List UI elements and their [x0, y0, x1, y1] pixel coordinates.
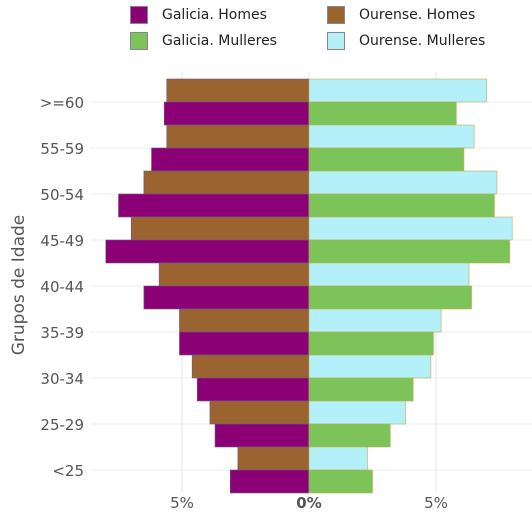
bars: [105, 78, 513, 494]
y-tick-label: 50-54: [40, 186, 84, 204]
bar-galicia-mulleres-6[interactable]: [308, 377, 414, 402]
bar-galicia-mulleres-8[interactable]: [308, 469, 373, 494]
legend-label: Ourense. Mulleres: [359, 33, 486, 49]
bar-ourense-homes-4[interactable]: [158, 262, 310, 287]
legend-label: Ourense. Homes: [359, 7, 476, 23]
legend: Galicia. Homes Ourense. Homes Galicia. M…: [0, 4, 532, 54]
y-tick-label: 40-44: [40, 278, 84, 296]
bar-ourense-homes-8[interactable]: [237, 446, 310, 471]
bar-ourense-mulleres-2[interactable]: [308, 170, 498, 195]
bar-galicia-mulleres-4[interactable]: [308, 285, 472, 310]
bar-ourense-homes-6[interactable]: [191, 354, 310, 379]
y-tick-label: >=60: [40, 94, 84, 112]
x-tick-label: 0%: [296, 494, 321, 512]
bar-galicia-homes-8[interactable]: [229, 469, 310, 494]
bar-ourense-homes-5[interactable]: [179, 308, 310, 333]
bar-galicia-mulleres-1[interactable]: [308, 147, 465, 172]
y-tick-label: 25-29: [40, 416, 84, 434]
legend-swatch: [327, 6, 345, 24]
bar-ourense-homes-1[interactable]: [166, 124, 310, 149]
bar-galicia-homes-2[interactable]: [118, 193, 310, 218]
bar-galicia-mulleres-2[interactable]: [308, 193, 495, 218]
legend-label: Galicia. Homes: [162, 7, 267, 23]
bar-ourense-mulleres-8[interactable]: [308, 446, 368, 471]
y-tick-label: 35-39: [40, 324, 84, 342]
legend-swatch: [130, 32, 148, 50]
bar-ourense-mulleres-3[interactable]: [308, 216, 513, 241]
bar-ourense-mulleres-5[interactable]: [308, 308, 442, 333]
legend-swatch: [130, 6, 148, 24]
bar-galicia-homes-0[interactable]: [163, 101, 310, 126]
bar-galicia-mulleres-0[interactable]: [308, 101, 457, 126]
y-tick-label: 55-59: [40, 140, 84, 158]
bar-ourense-mulleres-6[interactable]: [308, 354, 432, 379]
x-tick-label: 5%: [424, 494, 448, 512]
bar-ourense-mulleres-4[interactable]: [308, 262, 470, 287]
x-tick-labels: 5% 0% 5%: [170, 494, 448, 512]
bar-ourense-mulleres-7[interactable]: [308, 400, 406, 425]
bar-ourense-mulleres-1[interactable]: [308, 124, 475, 149]
bar-galicia-mulleres-7[interactable]: [308, 423, 391, 448]
x-tick-label: 5%: [170, 494, 194, 512]
y-tick-labels: >=60 55-59 50-54 45-49 40-44 35-39 30-34 25-29 <…: [40, 94, 84, 480]
bar-galicia-homes-7[interactable]: [214, 423, 310, 448]
bar-galicia-homes-4[interactable]: [143, 285, 310, 310]
legend-item-ourense-homes[interactable]: Ourense. Homes: [327, 6, 475, 24]
bar-galicia-homes-6[interactable]: [196, 377, 310, 402]
legend-item-ourense-mulleres[interactable]: Ourense. Mulleres: [327, 32, 485, 50]
bar-galicia-homes-5[interactable]: [179, 331, 310, 356]
y-tick-label: 30-34: [40, 370, 84, 388]
bar-ourense-homes-3[interactable]: [130, 216, 310, 241]
bar-galicia-homes-1[interactable]: [151, 147, 310, 172]
bar-ourense-mulleres-0[interactable]: [308, 78, 488, 103]
bar-galicia-mulleres-5[interactable]: [308, 331, 434, 356]
bar-ourense-homes-7[interactable]: [209, 400, 310, 425]
y-axis-title: Grupos de Idade: [9, 215, 29, 356]
y-tick-label: 45-49: [40, 232, 84, 250]
bar-ourense-homes-0[interactable]: [166, 78, 310, 103]
bar-ourense-homes-2[interactable]: [143, 170, 310, 195]
bar-galicia-homes-3[interactable]: [105, 239, 310, 264]
legend-item-galicia-homes[interactable]: Galicia. Homes: [130, 6, 267, 24]
legend-item-galicia-mulleres[interactable]: Galicia. Mulleres: [130, 32, 277, 50]
legend-swatch: [327, 32, 345, 50]
legend-label: Galicia. Mulleres: [162, 33, 277, 49]
y-tick-label: <25: [52, 462, 84, 480]
bar-galicia-mulleres-3[interactable]: [308, 239, 510, 264]
